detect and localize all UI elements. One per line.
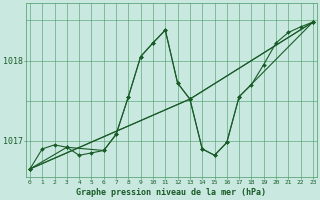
X-axis label: Graphe pression niveau de la mer (hPa): Graphe pression niveau de la mer (hPa) [76, 188, 267, 197]
